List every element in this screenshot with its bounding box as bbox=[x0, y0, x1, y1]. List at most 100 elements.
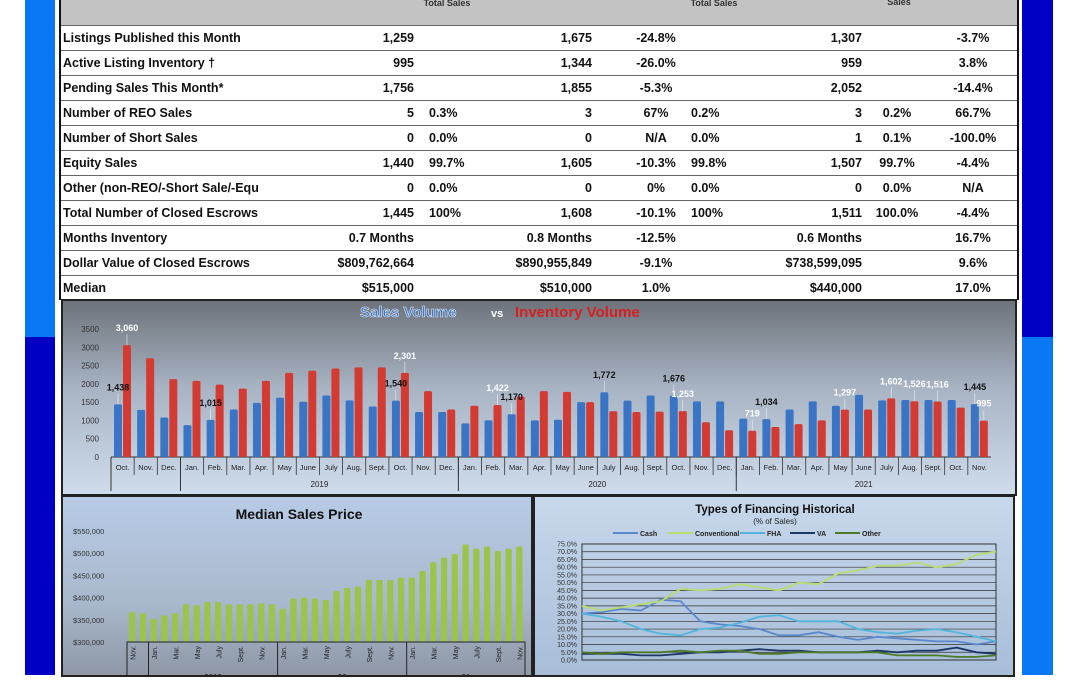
series-line-other bbox=[581, 649, 997, 658]
inventory-data-label: 1,602 bbox=[880, 376, 903, 386]
header-c3-pct: Sales bbox=[887, 0, 911, 7]
sales-bar bbox=[183, 425, 192, 457]
cell-c2-change: -12.5% bbox=[636, 231, 676, 245]
x-tick-label: May bbox=[833, 463, 847, 472]
sales-bar bbox=[160, 417, 169, 457]
chart-title: Median Sales Price bbox=[236, 506, 363, 522]
cell-label: Listings Published this Month bbox=[63, 31, 241, 45]
x-tick-label: July bbox=[324, 463, 338, 472]
legend-label: Conventional bbox=[695, 531, 739, 538]
sales-vs-inventory-chart: Sales Volume vs Inventory Volume 0 500 1000 15… bbox=[61, 299, 1017, 496]
cell-c2-change: -9.1% bbox=[639, 256, 673, 270]
sales-bar bbox=[924, 399, 933, 457]
y-tick-label: 0.0% bbox=[561, 658, 577, 665]
x-tick-label: Nov. bbox=[130, 646, 137, 660]
left-strip-bottom bbox=[25, 337, 55, 675]
y-tick-label: 45.0% bbox=[557, 588, 577, 595]
median-price-bar bbox=[268, 604, 276, 642]
y-tick-label: 75.0% bbox=[557, 542, 577, 549]
financing-types-svg: Types of Financing Historical(% of Sales… bbox=[557, 504, 997, 665]
cell-c2-change: -10.3% bbox=[636, 156, 676, 170]
median-price-bar bbox=[193, 605, 200, 642]
median-price-bar bbox=[365, 579, 372, 642]
cell-c3-value: 0.6 Months bbox=[796, 231, 862, 245]
x-tick-label: Nov. bbox=[389, 646, 396, 660]
cell-c2-pct: 100% bbox=[691, 206, 723, 220]
cell-c1-pct: 100% bbox=[429, 206, 461, 220]
median-price-bar bbox=[311, 598, 319, 642]
cell-c2-change: -26.0% bbox=[636, 56, 676, 70]
sales-bar bbox=[114, 404, 122, 457]
y-tick-label: 20.0% bbox=[557, 627, 577, 634]
cell-c1-value: 0.7 Months bbox=[348, 231, 414, 245]
inventory-data-label: 1,526 bbox=[903, 379, 926, 389]
cell-c2-value: 1,675 bbox=[560, 31, 592, 45]
sales-bar bbox=[554, 419, 562, 457]
inventory-bar bbox=[678, 411, 687, 457]
sales-bar bbox=[137, 409, 146, 457]
cell-c3-pct: 0.1% bbox=[882, 131, 912, 145]
y-tick-label: 50.0% bbox=[557, 580, 577, 587]
chart-title: Types of Financing Historical bbox=[695, 504, 855, 516]
x-tick-label: Feb. bbox=[208, 463, 223, 472]
inventory-bar bbox=[400, 372, 409, 457]
x-tick-label: July bbox=[880, 463, 894, 472]
cell-label: Median bbox=[63, 281, 107, 295]
inventory-bar bbox=[609, 411, 618, 457]
x-tick-label: Jan. bbox=[281, 646, 288, 659]
table-row: Total Number of Closed Escrows 1,445 100% 1… bbox=[61, 201, 1017, 226]
inventory-bar bbox=[377, 367, 386, 457]
x-tick-label: Sept. bbox=[369, 463, 387, 472]
median-sales-price-chart: Median Sales Price $300,000 $350,000 $400,0… bbox=[61, 495, 533, 680]
cell-c1-value: $809,762,664 bbox=[337, 256, 414, 270]
inventory-bar bbox=[817, 420, 826, 457]
inventory-bar bbox=[424, 391, 433, 457]
inventory-bar bbox=[979, 420, 988, 457]
cell-label: Number of Short Sales bbox=[63, 131, 198, 145]
year-label: 2020 bbox=[588, 480, 606, 489]
sales-bar bbox=[646, 395, 655, 457]
series-line-fha bbox=[581, 612, 997, 643]
sales-data-label: 1,676 bbox=[663, 374, 686, 384]
cell-c1-value: 1,756 bbox=[382, 81, 414, 95]
sales-bar bbox=[345, 400, 354, 457]
cell-c1-pct: 0.0% bbox=[429, 131, 458, 145]
cell-c3-change: -4.4% bbox=[956, 206, 990, 220]
cell-c2-value: 0 bbox=[585, 131, 592, 145]
cell-c1-value: 0 bbox=[407, 181, 414, 195]
y-tick-label: 30.0% bbox=[557, 611, 577, 618]
x-tick-label: Sept. bbox=[496, 646, 503, 662]
cell-c2-value: 1,608 bbox=[560, 206, 592, 220]
y-tick-label: 10.0% bbox=[557, 642, 577, 649]
y-tick-label: $500,000 bbox=[73, 549, 104, 558]
median-price-bar bbox=[451, 554, 458, 642]
sales-bar bbox=[507, 414, 516, 457]
x-tick-label: Jan. bbox=[741, 463, 755, 472]
inventory-data-label: 3,060 bbox=[116, 323, 139, 333]
sales-bar bbox=[530, 420, 539, 457]
cell-c3-pct: 0.2% bbox=[882, 106, 912, 120]
y-tick-label: 2000 bbox=[81, 380, 99, 389]
cell-c1-value: 1,445 bbox=[382, 206, 414, 220]
inventory-data-label: 1,516 bbox=[926, 380, 949, 390]
cell-c3-pct: 0.0% bbox=[882, 181, 912, 195]
cell-c2-pct: 0.2% bbox=[691, 106, 720, 120]
y-tick-label: 35.0% bbox=[557, 603, 577, 610]
x-tick-label: Apr. bbox=[811, 463, 824, 472]
inventory-bar bbox=[331, 368, 340, 457]
x-tick-label: Mar. bbox=[432, 646, 439, 660]
cell-c3-change: N/A bbox=[962, 181, 984, 195]
x-tick-label: Sept. bbox=[646, 463, 664, 472]
y-tick-label: 55.0% bbox=[557, 572, 577, 579]
sales-bar bbox=[484, 420, 493, 457]
y-tick-label: 25.0% bbox=[557, 619, 577, 626]
median-price-bar bbox=[150, 618, 157, 642]
inventory-bar bbox=[169, 379, 178, 457]
cell-c1-pct: 0.3% bbox=[429, 106, 458, 120]
legend-label: Other bbox=[862, 531, 881, 538]
cell-c3-value: 2,052 bbox=[830, 81, 862, 95]
median-price-bar bbox=[494, 550, 501, 642]
sales-bar bbox=[623, 400, 632, 457]
y-tick-label: 500 bbox=[86, 435, 100, 444]
cell-c1-value: 995 bbox=[393, 56, 414, 70]
